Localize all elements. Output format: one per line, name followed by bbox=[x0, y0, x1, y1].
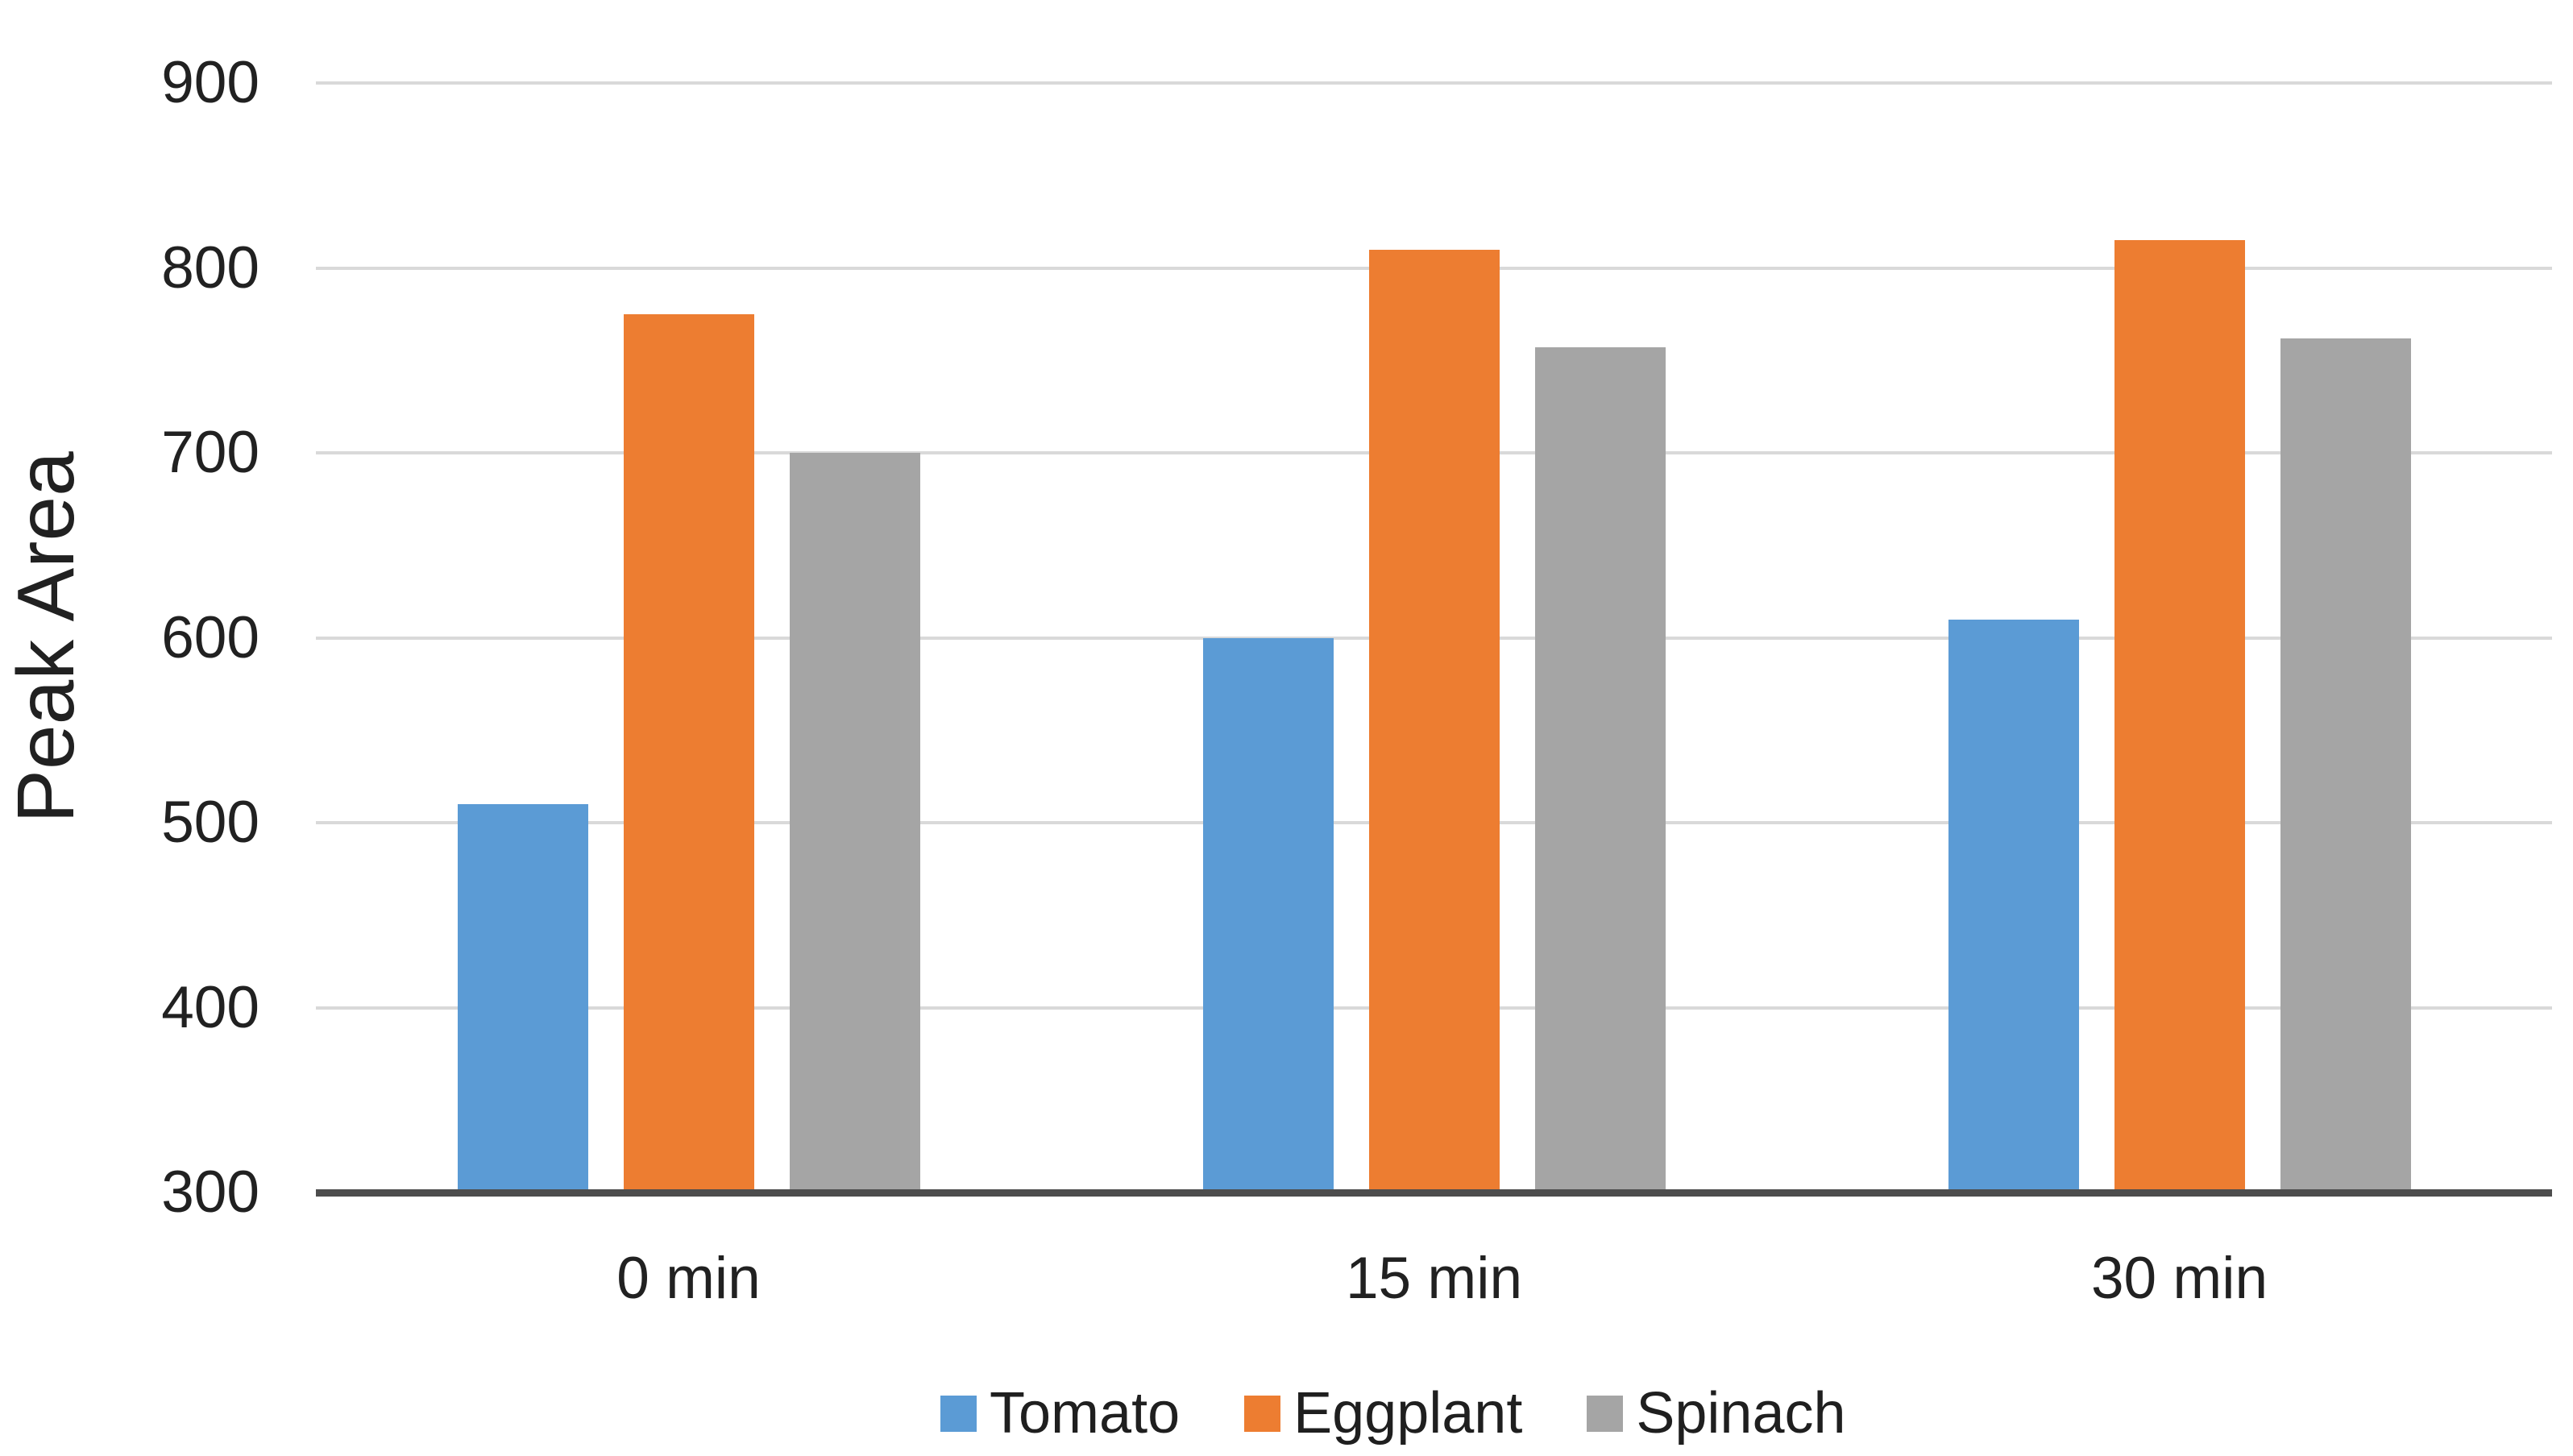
legend-swatch-eggplant bbox=[1244, 1395, 1281, 1432]
bar-eggplant-15-min bbox=[1368, 249, 1500, 1193]
legend-label-tomato: Tomato bbox=[990, 1381, 1181, 1446]
legend: Tomato Eggplant Spinach bbox=[940, 1379, 1846, 1447]
x-category-label-0-min: 0 min bbox=[616, 1246, 761, 1311]
legend-swatch-spinach bbox=[1587, 1395, 1624, 1432]
x-axis-line bbox=[316, 1189, 2552, 1197]
bar-tomato-15-min bbox=[1202, 637, 1334, 1193]
y-tick-label-500: 500 bbox=[161, 790, 259, 855]
y-tick-label-400: 400 bbox=[161, 974, 259, 1040]
y-tick-label-800: 800 bbox=[161, 234, 259, 301]
gridline-900 bbox=[316, 81, 2552, 85]
y-tick-label-700: 700 bbox=[161, 420, 259, 485]
y-tick-label-900: 900 bbox=[161, 50, 259, 115]
legend-label-spinach: Spinach bbox=[1636, 1381, 1846, 1446]
bar-tomato-30-min bbox=[1948, 619, 2079, 1193]
y-tick-label-600: 600 bbox=[161, 604, 259, 670]
x-category-label-30-min: 30 min bbox=[2090, 1246, 2268, 1311]
bar-spinach-30-min bbox=[2280, 338, 2411, 1193]
legend-item-eggplant: Eggplant bbox=[1244, 1380, 1522, 1446]
x-category-label-15-min: 15 min bbox=[1345, 1246, 1523, 1311]
bar-spinach-0-min bbox=[789, 453, 920, 1193]
legend-item-tomato: Tomato bbox=[940, 1380, 1180, 1446]
legend-label-eggplant: Eggplant bbox=[1293, 1381, 1523, 1446]
bar-spinach-15-min bbox=[1534, 347, 1666, 1193]
y-tick-label-300: 300 bbox=[161, 1159, 259, 1225]
legend-item-spinach: Spinach bbox=[1587, 1380, 1846, 1446]
bar-tomato-0-min bbox=[457, 804, 588, 1193]
legend-swatch-tomato bbox=[940, 1395, 977, 1432]
bar-eggplant-30-min bbox=[2114, 240, 2245, 1193]
bar-eggplant-0-min bbox=[623, 313, 754, 1193]
